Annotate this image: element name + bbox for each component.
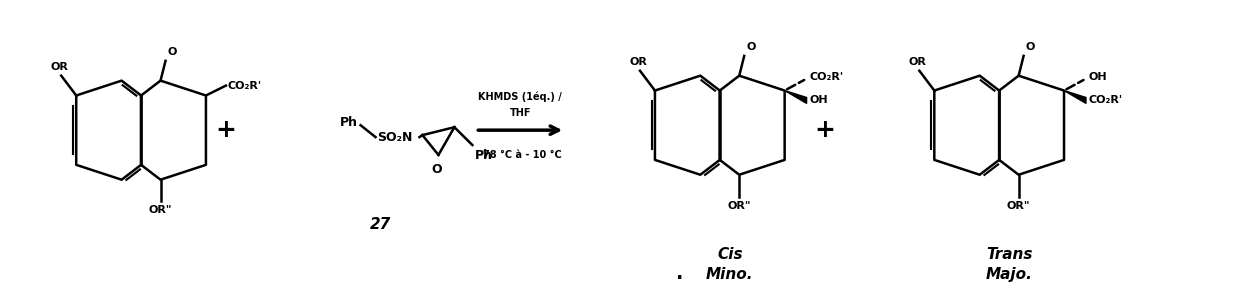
Text: CO₂R': CO₂R' xyxy=(810,72,844,82)
Text: OR": OR" xyxy=(1007,200,1030,210)
Text: Trans: Trans xyxy=(985,247,1033,262)
Text: O: O xyxy=(1025,42,1035,52)
Text: Ph: Ph xyxy=(339,116,358,129)
Text: Majo.: Majo. xyxy=(985,267,1033,282)
Text: CO₂R': CO₂R' xyxy=(1089,95,1123,105)
Text: Mino.: Mino. xyxy=(706,267,754,282)
Text: Ph: Ph xyxy=(476,149,493,162)
Polygon shape xyxy=(785,91,806,103)
Text: O: O xyxy=(431,163,442,176)
Text: KHMDS (1éq.) /: KHMDS (1éq.) / xyxy=(478,92,562,102)
Text: Cis: Cis xyxy=(717,247,742,262)
Text: OH: OH xyxy=(810,95,829,105)
Text: .: . xyxy=(676,264,684,283)
Text: OR": OR" xyxy=(149,205,173,215)
Text: -78 °C à - 10 °C: -78 °C à - 10 °C xyxy=(478,150,562,160)
Text: +: + xyxy=(814,118,835,142)
Text: SO₂N: SO₂N xyxy=(378,131,413,144)
Text: O: O xyxy=(746,42,756,52)
Text: OR: OR xyxy=(629,57,647,67)
Text: +: + xyxy=(215,118,237,142)
Text: 27: 27 xyxy=(369,217,391,232)
Text: OR": OR" xyxy=(727,200,751,210)
Text: OH: OH xyxy=(1089,72,1108,82)
Text: OR: OR xyxy=(50,62,68,72)
Text: OR: OR xyxy=(909,57,926,67)
Text: THF: THF xyxy=(510,108,531,118)
Text: O: O xyxy=(168,47,177,57)
Polygon shape xyxy=(1064,91,1085,103)
Text: CO₂R': CO₂R' xyxy=(228,81,262,91)
